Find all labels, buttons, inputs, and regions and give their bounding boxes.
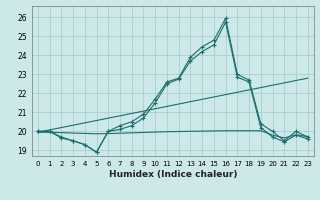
X-axis label: Humidex (Indice chaleur): Humidex (Indice chaleur)	[108, 170, 237, 179]
